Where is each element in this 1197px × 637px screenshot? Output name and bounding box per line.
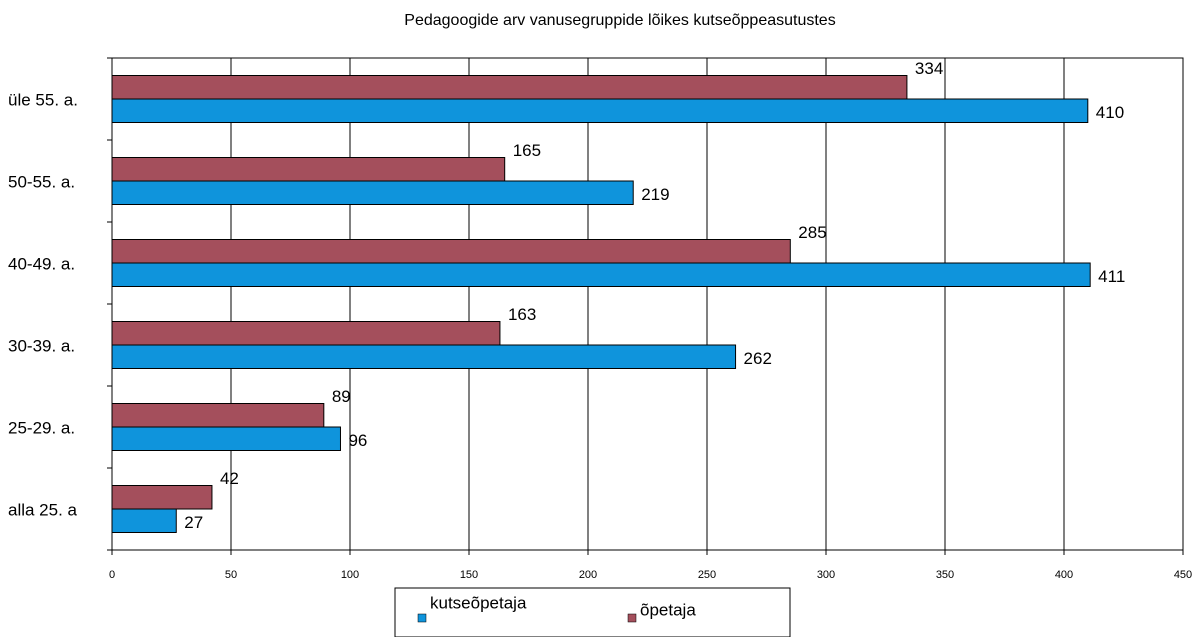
bar [111,180,634,205]
data-label: 262 [744,349,772,368]
y-tick-label: 40-49. a. [8,254,75,273]
x-tick-label: 400 [1055,569,1073,581]
data-label: 219 [641,185,669,204]
bar [111,403,325,428]
x-tick-label: 150 [460,569,478,581]
plot-area [111,57,1184,551]
y-tick-label: 30-39. a. [8,336,75,355]
bar [111,157,506,182]
data-label: 285 [798,223,826,242]
data-label: 163 [508,305,536,324]
legend-label: õpetaja [640,600,696,619]
x-tick-label: 0 [109,569,115,581]
y-tick-label: üle 55. a. [8,90,78,109]
data-label: 334 [915,59,943,78]
y-tick-label: alla 25. a [8,500,78,519]
y-tick-label: 50-55. a. [8,172,75,191]
bar [111,98,1089,123]
bar [111,485,213,510]
bar [111,344,737,369]
data-label: 410 [1096,103,1124,122]
data-label: 27 [184,513,203,532]
bar [111,239,791,264]
x-tick-label: 200 [579,569,597,581]
data-label: 42 [220,469,239,488]
bar [111,321,501,346]
legend-swatch [417,613,427,623]
bar [111,262,1091,287]
data-label: 411 [1098,267,1125,286]
y-tick-label: 25-29. a. [8,418,75,437]
x-tick-label: 300 [817,569,835,581]
legend-label: kutseõpetaja [430,593,527,612]
legend-box [394,587,791,637]
chart-title: Pedagoogide arv vanusegruppide lõikes ku… [404,12,835,29]
data-label: 165 [513,141,541,160]
bar [111,508,177,533]
data-label: 96 [348,431,367,450]
x-tick-label: 350 [936,569,954,581]
data-label: 89 [332,387,351,406]
x-tick-label: 100 [341,569,359,581]
x-tick-label: 50 [225,569,237,581]
x-tick-label: 450 [1174,569,1192,581]
bar [111,75,908,100]
x-tick-label: 250 [698,569,716,581]
legend-swatch [627,613,637,623]
bar [111,426,341,451]
